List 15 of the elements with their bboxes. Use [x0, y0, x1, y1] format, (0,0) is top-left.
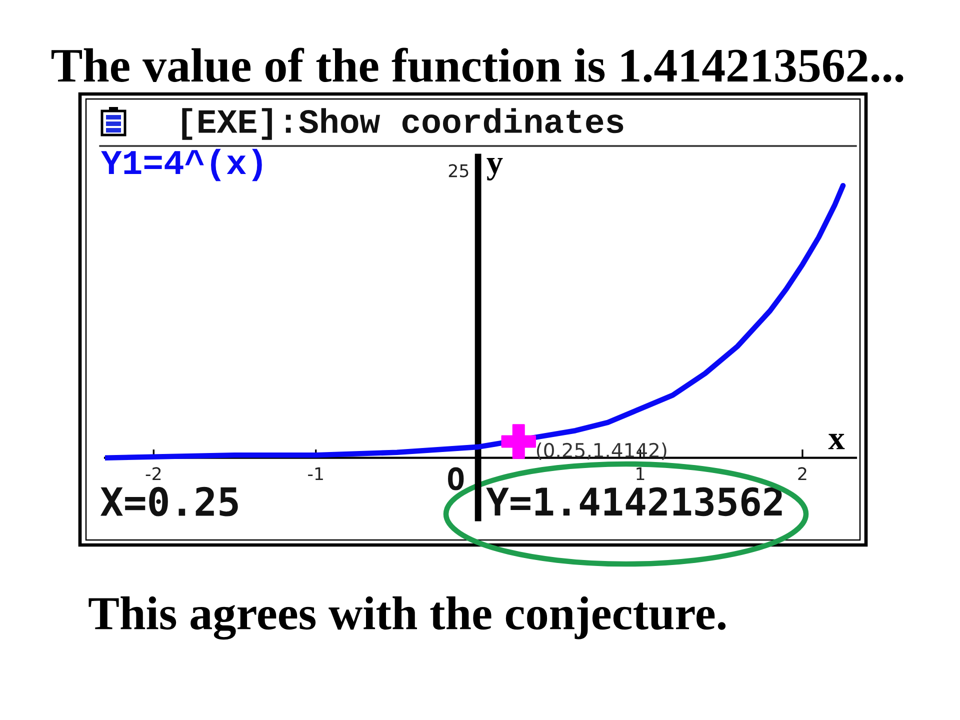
chart-title: The value of the function is 1.414213562...	[51, 48, 904, 82]
x-tick-label: 2	[798, 467, 806, 480]
text: 25	[448, 164, 468, 178]
text: O	[448, 467, 464, 490]
text: Y1=4^(x)	[101, 148, 262, 182]
x-tick-label: -2	[146, 467, 161, 480]
text: X=0.25	[100, 486, 238, 516]
x-tick-label: 1	[636, 467, 644, 480]
x-axis-title: x	[828, 434, 845, 450]
annotation: (0.25,1.4142)	[536, 442, 666, 460]
text: [EXE]:Show coordinates	[182, 108, 624, 140]
x-tick-label: -1	[308, 467, 323, 480]
text: Y=1.414213562	[486, 487, 782, 516]
y-axis-title: y	[486, 158, 503, 180]
text: This agrees with the conjecture.	[88, 596, 726, 640]
